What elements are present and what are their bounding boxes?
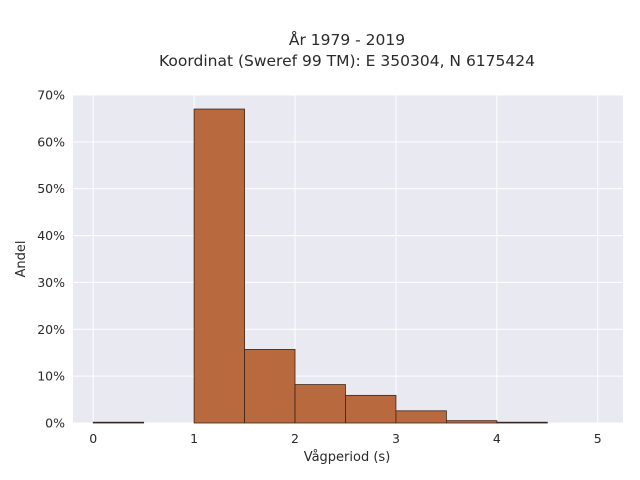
histogram-bar bbox=[445, 420, 498, 424]
y-tick-label: 0% bbox=[45, 416, 65, 431]
histogram-bars bbox=[92, 108, 548, 424]
y-tick-label: 50% bbox=[37, 181, 65, 196]
y-tick-label: 40% bbox=[37, 228, 65, 243]
histogram-bar bbox=[496, 421, 548, 424]
histogram-bar bbox=[395, 410, 447, 424]
histogram-bar bbox=[193, 108, 245, 424]
x-axis-label: Vågperiod (s) bbox=[304, 450, 391, 465]
y-axis-label: Andel bbox=[14, 241, 29, 278]
y-tick-label: 70% bbox=[37, 88, 65, 103]
x-tick-label: 4 bbox=[493, 431, 501, 446]
histogram-bar bbox=[345, 394, 397, 424]
x-tick-label: 0 bbox=[89, 431, 97, 446]
x-tick-label: 2 bbox=[291, 431, 299, 446]
histogram-bar bbox=[244, 349, 296, 424]
chart-title-line-2: Koordinat (Sweref 99 TM): E 350304, N 61… bbox=[159, 52, 535, 70]
y-tick-label: 60% bbox=[37, 134, 65, 149]
x-tick-label: 5 bbox=[594, 431, 602, 446]
grid-lines bbox=[73, 94, 623, 424]
histogram-bar bbox=[294, 384, 346, 424]
y-tick-label: 20% bbox=[37, 322, 65, 337]
x-tick-label: 3 bbox=[392, 431, 400, 446]
x-tick-label: 1 bbox=[190, 431, 198, 446]
plot-area bbox=[73, 95, 623, 423]
y-axis-ticks: 0% 10% 20% 30% 40% 50% 60% 70% bbox=[37, 88, 65, 431]
chart-title-line-1: År 1979 - 2019 bbox=[289, 30, 405, 49]
y-tick-label: 30% bbox=[37, 275, 65, 290]
histogram-bar bbox=[92, 421, 145, 424]
y-tick-label: 10% bbox=[37, 369, 65, 384]
x-axis-ticks: 0 1 2 3 4 5 bbox=[89, 431, 602, 446]
